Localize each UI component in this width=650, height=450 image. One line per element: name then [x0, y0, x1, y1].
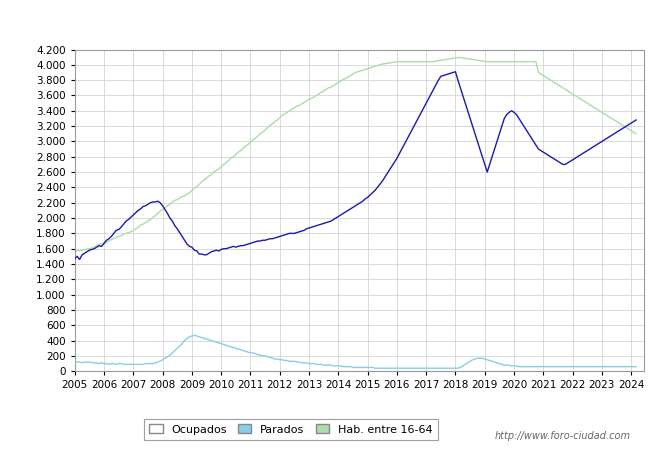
Text: Vilobí d'Onyar - Evolucion de la poblacion en edad de Trabajar Mayo de 2024: Vilobí d'Onyar - Evolucion de la poblaci…: [68, 17, 582, 30]
Legend: Ocupados, Parados, Hab. entre 16-64: Ocupados, Parados, Hab. entre 16-64: [144, 418, 438, 440]
Text: http://www.foro-ciudad.com: http://www.foro-ciudad.com: [495, 431, 630, 441]
